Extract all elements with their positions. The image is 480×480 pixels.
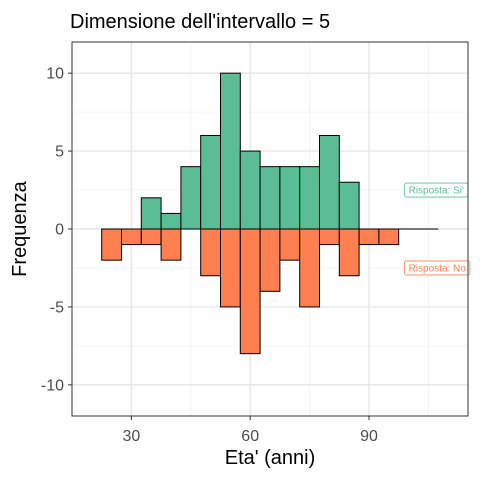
bar-no — [299, 228, 321, 308]
bar-si — [338, 181, 360, 230]
bar-no — [220, 228, 241, 308]
series-label-si: Risposta: Si' — [404, 182, 469, 198]
bar-no — [160, 228, 182, 261]
chart-title: Dimensione dell'intervallo = 5 — [70, 11, 330, 33]
series-label-text: Risposta: Si' — [409, 186, 464, 197]
bar-no — [279, 228, 301, 261]
series-label-no: Risposta: No — [404, 260, 471, 276]
y-axis-ticks: -10 -5 0 5 10 — [41, 66, 72, 394]
series-label-text: Risposta: No — [409, 263, 467, 274]
bar-no — [239, 228, 261, 355]
bar-si — [259, 166, 281, 230]
bar-no — [140, 228, 162, 246]
x-axis-ticks: 30 60 90 — [123, 416, 378, 445]
x-tick-label: 30 — [123, 428, 141, 445]
bar-no — [358, 228, 380, 246]
bar-no — [378, 228, 400, 246]
x-tick-label: 60 — [241, 428, 259, 445]
bar-no — [259, 228, 281, 292]
series-label-box — [404, 260, 471, 276]
bar-si — [200, 135, 221, 230]
y-tick-label: -5 — [50, 299, 64, 316]
bar-si — [140, 197, 162, 230]
bar-si — [239, 150, 261, 230]
x-tick-label: 90 — [360, 428, 378, 445]
bar-si — [299, 166, 321, 230]
y-axis-title: Frequenza — [9, 180, 31, 276]
bar-si — [279, 166, 301, 230]
bar-si — [220, 72, 241, 230]
y-tick-label: 0 — [55, 222, 64, 239]
y-tick-label: -10 — [41, 377, 64, 394]
bar-si — [160, 212, 182, 230]
bars — [101, 72, 400, 355]
bar-no — [200, 228, 221, 277]
bar-no — [101, 228, 122, 261]
series-labels: Risposta: Si' Risposta: No — [404, 182, 471, 276]
bar-no — [121, 228, 142, 246]
bar-no — [338, 228, 360, 277]
y-tick-label: 5 — [55, 144, 64, 161]
bar-si — [319, 135, 340, 230]
bar-no — [319, 228, 340, 246]
y-tick-label: 10 — [46, 66, 64, 83]
x-axis-title: Eta' (anni) — [225, 447, 316, 469]
bar-si — [180, 166, 202, 230]
